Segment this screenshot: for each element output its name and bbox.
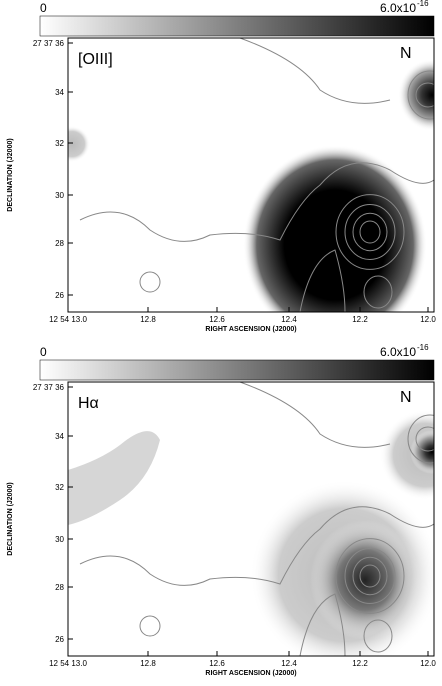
emission [68,431,160,525]
contour [299,593,346,656]
contour [299,249,346,312]
y-tick-label: 30 [55,535,64,544]
colorbar-max: 6.0x10 [380,345,416,359]
x-tick-label: 12.8 [140,315,156,324]
colorbar-min: 0 [40,1,47,15]
x-tick-label: 12 54 13.0 [49,659,87,668]
y-tick-label: 34 [55,88,64,97]
contour [352,212,388,252]
image [68,38,434,312]
x-tick-label: 12.0 [420,315,436,324]
contour [359,220,381,244]
line-label: [OIII] [78,51,113,68]
image-frame [67,37,435,313]
y-tick-label: 32 [55,483,64,492]
contour [335,194,405,270]
y-tick-label: 32 [55,139,64,148]
contour [79,162,434,242]
emission [380,410,434,500]
contour [363,619,393,653]
y-tick-label: 27 37 36 [33,383,65,392]
emission [310,520,420,640]
colorbar [39,359,435,381]
contour [139,615,161,637]
colorbar-exponent: -16 [417,343,429,352]
x-tick-label: 12.6 [209,315,225,324]
contour [359,564,381,588]
x-tick-label: 12.4 [281,659,297,668]
colorbar-max: 6.0x10 [380,1,416,15]
north-label: N [400,45,412,62]
contour [415,82,434,108]
contour [407,414,434,464]
contour [344,548,396,604]
contour [363,275,393,309]
x-tick-label: 12.6 [209,659,225,668]
contour [407,70,434,120]
colorbar-min: 0 [40,345,47,359]
y-tick-label: 34 [55,432,64,441]
emission [243,145,427,312]
x-tick-label: 12.2 [352,315,368,324]
line-label: Hα [78,395,99,412]
y-tick-label: 28 [55,583,64,592]
image [68,382,434,656]
north-label: N [400,389,412,406]
contour [239,38,391,104]
y-tick-label: 30 [55,191,64,200]
contour [352,556,388,596]
x-tick-label: 12.8 [140,659,156,668]
x-axis-label: RIGHT ASCENSION (J2000) [205,670,296,677]
y-tick-label: 27 37 36 [33,39,65,48]
y-axis-label: DECLINATION (J2000) [7,138,14,211]
x-tick-label: 12.2 [352,659,368,668]
contour [335,538,405,614]
y-tick-label: 28 [55,239,64,248]
image-frame [67,381,435,657]
panel: 0 6.0x10 -16 [OIII] N 27 37 36 34 32 30 28 26 12 54… [7,0,436,333]
x-tick-label: 12.0 [420,659,436,668]
panel: 0 6.0x10 -16 Hα N 27 37 36 34 32 30 28 26 12 54 13.… [7,343,436,677]
contour [139,271,161,293]
emission [68,126,90,162]
y-axis-label: DECLINATION (J2000) [7,482,14,555]
x-axis-label: RIGHT ASCENSION (J2000) [205,326,296,333]
contour [415,426,434,452]
y-tick-label: 26 [55,291,64,300]
x-tick-label: 12.4 [281,315,297,324]
x-tick-label: 12 54 13.0 [49,315,87,324]
contour [239,382,391,448]
contour [344,204,396,260]
colorbar [39,15,435,37]
y-tick-label: 26 [55,635,64,644]
contour [79,506,434,586]
colorbar-exponent: -16 [417,0,429,8]
